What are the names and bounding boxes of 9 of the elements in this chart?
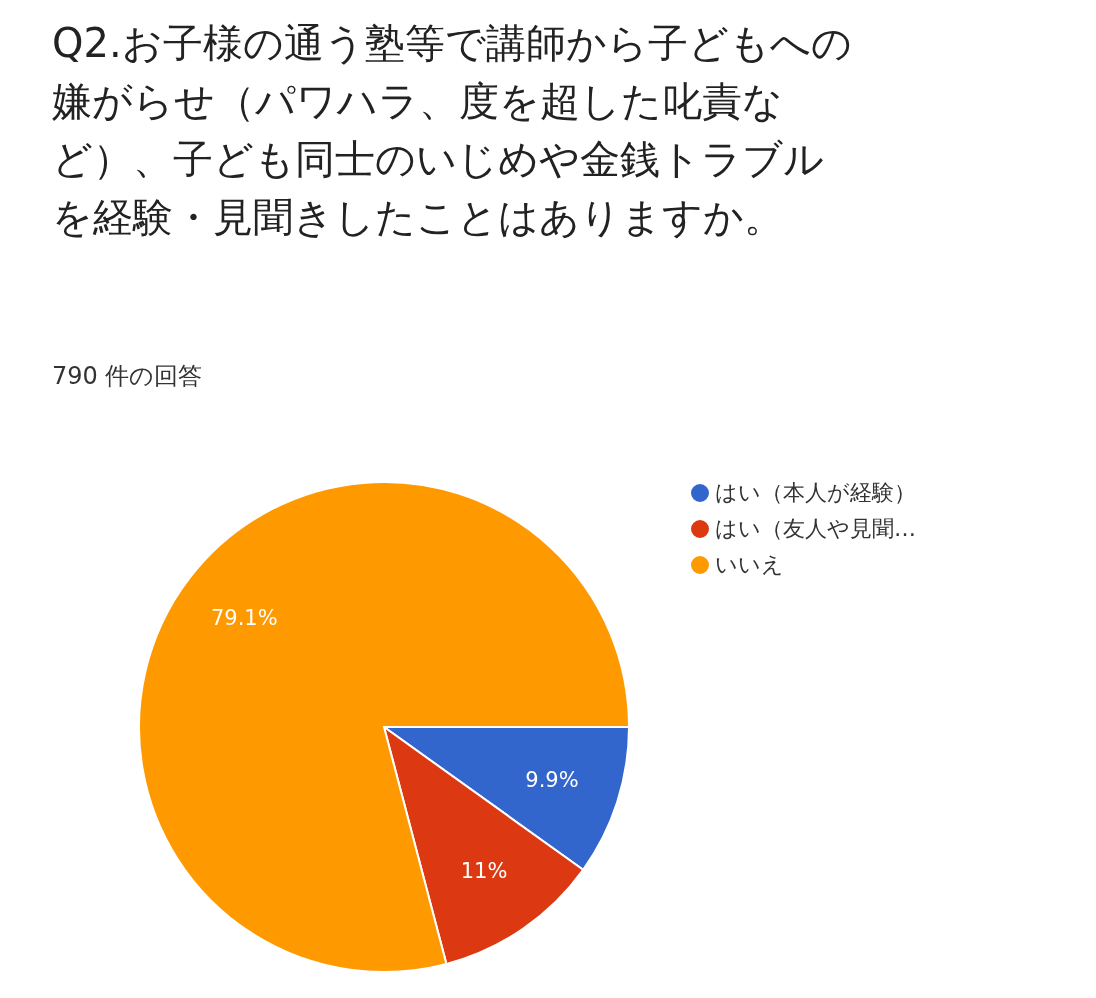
legend-label: はい（本人が経験） [715, 480, 916, 505]
legend-label: はい（友人や見聞… [715, 516, 916, 541]
data-label: 11% [460, 859, 508, 884]
chart-title: Q2.お子様の通う塾等で講師から子どもへの嫌がらせ（パワハラ、度を超した叱責など）、子ども同士のいじめや金銭トラブルを経験・見聞きしたことはありますか。 [52, 19, 852, 242]
legend-label: いいえ [715, 552, 784, 577]
data-label: 79.1% [210, 606, 278, 631]
pie-slice [138, 481, 630, 973]
data-label: 9.9% [525, 767, 579, 792]
chart-subtitle: 790 件の回答 [52, 361, 203, 392]
